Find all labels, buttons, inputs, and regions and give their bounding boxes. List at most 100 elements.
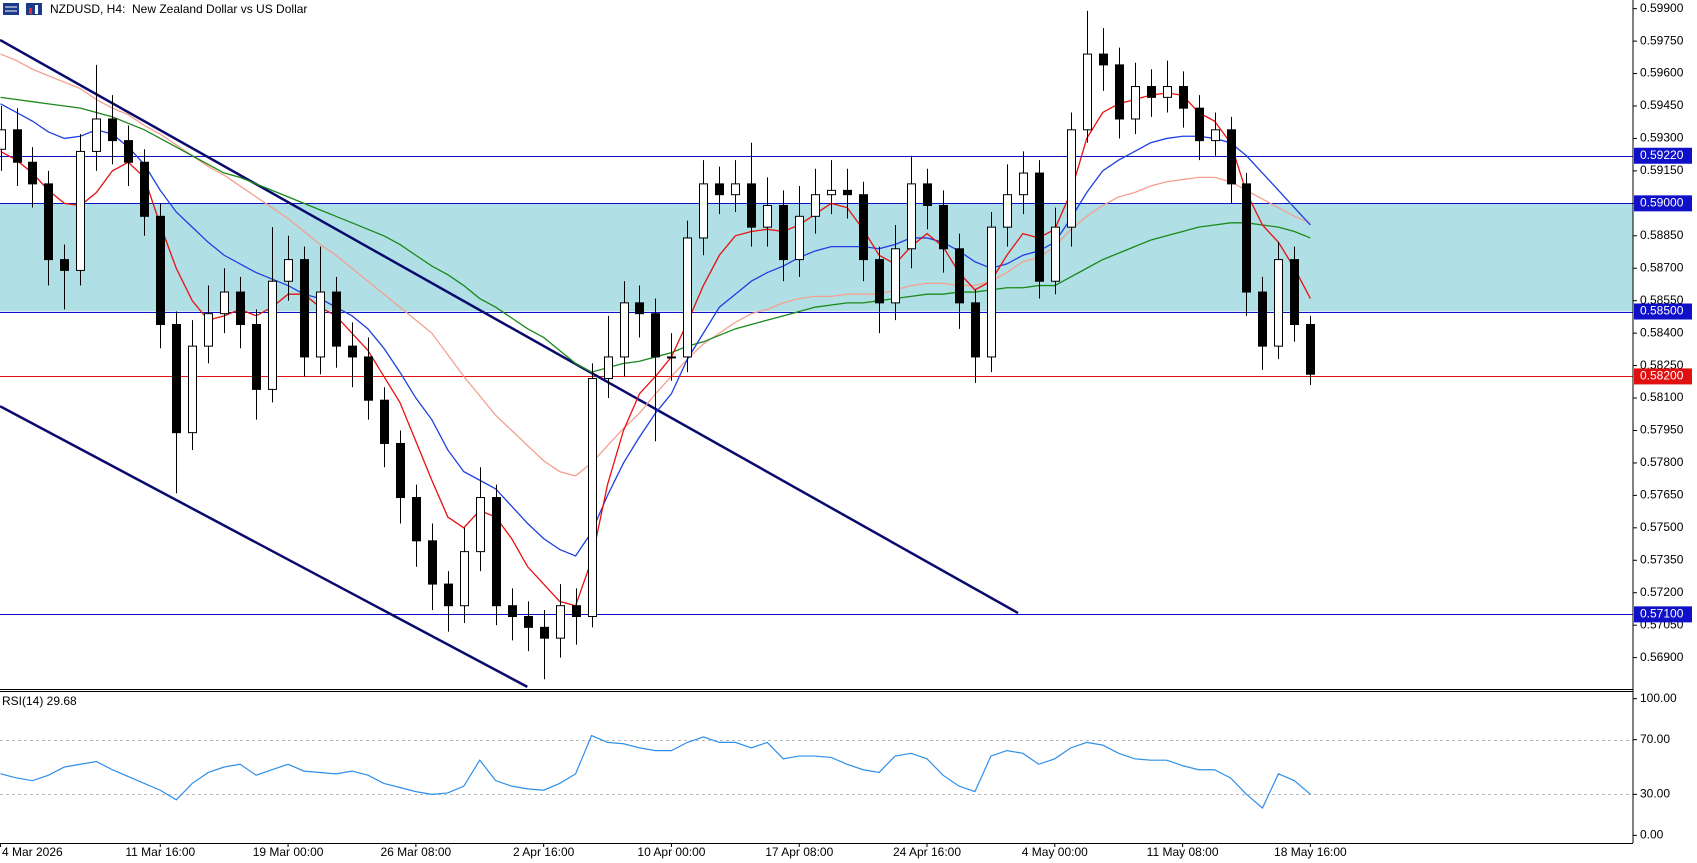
level-price-box [1634,368,1692,385]
candle-body [1211,129,1220,142]
candle-body [412,497,421,542]
candle-body [779,205,788,261]
candle-body [907,183,916,250]
header: NZDUSD, H4: New Zealand Dollar vs US Dol… [3,2,307,16]
level-price-box [1634,195,1692,212]
candle-body [572,605,581,618]
y-tick-label: 0.59750 [1640,33,1684,47]
candle-body [987,226,996,358]
candle-body [0,129,6,150]
candle-body [683,237,692,358]
candle-body [859,194,868,261]
x-tick-label: 24 Apr 16:00 [893,845,961,859]
candle-body [188,345,197,434]
candle-body [635,302,644,315]
candle-body [939,205,948,250]
menu-icon[interactable] [3,3,19,15]
candle-body [1274,259,1283,347]
candle-body [715,183,724,196]
candle-body [476,497,485,553]
candle-body [220,291,229,315]
candle-body [284,259,293,282]
y-tick-label: 30.00 [1640,787,1670,801]
x-tick-label: 26 Mar 08:00 [380,845,451,859]
y-tick-label: 0.58250 [1640,358,1684,372]
candle-body [252,323,261,390]
candle-body [380,399,389,444]
candle-body [843,189,852,196]
y-tick-label: 0.59450 [1640,98,1684,112]
candle-body [1195,107,1204,142]
candle-body [1290,259,1299,325]
candle-body [44,183,53,261]
candle-body [348,345,357,358]
candle-body [156,215,165,325]
candle-body [540,626,549,639]
x-tick-label: 10 Apr 00:00 [637,845,705,859]
candle-body [508,605,517,618]
candle-body [124,140,133,163]
y-tick-label: 0.58700 [1640,260,1684,274]
candle-body [1227,129,1236,185]
x-tick-label: 17 Apr 08:00 [765,845,833,859]
y-tick-label: 0.57950 [1640,423,1684,437]
x-tick-label: 19 Mar 00:00 [253,845,324,859]
candle-body [1131,86,1140,120]
candle-body [1051,226,1060,282]
y-tick-label: 0.57650 [1640,488,1684,502]
candle-body [204,313,213,347]
y-tick-label: 0.58550 [1640,293,1684,307]
candle-body [811,194,820,217]
chart-title: NZDUSD, H4: New Zealand Dollar vs US Dol… [50,2,307,16]
candle-body [763,205,772,228]
rsi-line [0,734,1311,809]
candle-body [1099,53,1108,66]
candle-body [731,183,740,196]
candle-body [827,189,836,196]
candle-body [364,356,373,401]
candle-body [76,150,85,271]
rsi-pane [0,734,1633,809]
candle-body [60,259,69,271]
candle-body [699,183,708,239]
candle-body [1258,291,1267,347]
icon-bar [29,8,32,14]
icon-bar [35,5,38,14]
candle-body [955,248,964,304]
candle-body [667,356,676,359]
candle-body [795,215,804,261]
y-tick-label: 0.57500 [1640,520,1684,534]
candle-body [524,616,533,628]
chart-icon[interactable] [26,3,42,15]
candle-body [1115,64,1124,120]
candle-body [1067,129,1076,228]
candle-body [300,259,309,358]
candle-body [108,118,117,142]
candle-body [28,161,37,185]
level-price-label: 0.59220 [1640,148,1684,162]
candle-body [428,540,437,585]
y-tick-label: 0.59900 [1640,1,1684,15]
y-tick-label: 0.57350 [1640,552,1684,566]
y-tick-label: 0.58100 [1640,390,1684,404]
y-tick-label: 0.59150 [1640,163,1684,177]
candle-body [588,378,597,618]
candle-body [1306,323,1315,375]
x-tick-label: 4 May 00:00 [1022,845,1088,859]
candle-body [1242,183,1251,293]
x-tick-label: 11 Mar 16:00 [125,845,195,859]
level-price-box [1634,303,1692,320]
candle-body [444,583,453,607]
y-tick-label: 0.59300 [1640,131,1684,145]
candle-body [268,280,277,390]
candle-body [460,551,469,607]
candle-body [971,302,980,358]
y-tick-label: 0.57800 [1640,455,1684,469]
candle-body [236,291,245,325]
trend-line [0,38,1019,615]
axes [0,0,1634,844]
